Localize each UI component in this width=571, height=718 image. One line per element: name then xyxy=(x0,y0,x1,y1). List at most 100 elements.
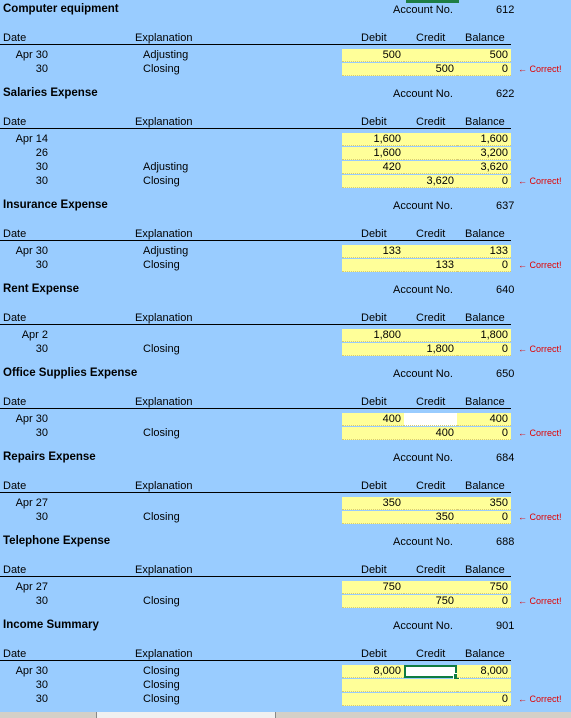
column-header-balance: Balance xyxy=(465,396,505,408)
ledger-computer-equipment: Computer equipment Account No. 612 Date Expl… xyxy=(0,3,571,88)
balance-input[interactable]: 0 xyxy=(457,343,511,356)
sheet-tab[interactable] xyxy=(96,712,276,718)
column-header-debit: Debit xyxy=(361,32,387,44)
balance-input[interactable]: 0 xyxy=(457,259,511,272)
balance-input[interactable]: 500 xyxy=(457,49,511,62)
credit-input[interactable] xyxy=(404,49,457,62)
entry-date: Apr 30 xyxy=(15,413,48,425)
credit-input[interactable] xyxy=(404,413,457,426)
credit-input[interactable]: 500 xyxy=(404,63,457,76)
column-header-credit: Credit xyxy=(416,312,446,324)
balance-input[interactable]: 3,620 xyxy=(457,161,511,174)
debit-input[interactable] xyxy=(342,679,404,692)
credit-input[interactable] xyxy=(404,581,457,594)
account-no-label: Account No. xyxy=(393,620,453,632)
credit-input[interactable] xyxy=(404,665,460,680)
account-no-label: Account No. xyxy=(393,452,453,464)
header-rule xyxy=(0,324,511,325)
credit-input[interactable] xyxy=(404,329,457,342)
balance-input[interactable] xyxy=(457,679,511,692)
ledger-row: Apr 2 1,800 1,800 xyxy=(0,329,571,343)
debit-input[interactable]: 420 xyxy=(342,161,404,174)
credit-input[interactable]: 750 xyxy=(404,595,457,608)
credit-input[interactable] xyxy=(404,133,457,146)
debit-input[interactable]: 133 xyxy=(342,245,404,258)
ledger-row: 30 Closing 750 0 ← Correct! xyxy=(0,595,571,609)
debit-input[interactable]: 1,600 xyxy=(342,133,404,146)
ledger-row: Apr 14 1,600 1,600 xyxy=(0,133,571,147)
debit-input[interactable]: 400 xyxy=(342,413,404,426)
ledger-row: Apr 27 750 750 xyxy=(0,581,571,595)
credit-input[interactable]: 1,800 xyxy=(404,343,457,356)
balance-input[interactable]: 400 xyxy=(457,413,511,426)
ledger-office-supplies-expense: Office Supplies Expense Account No. 650 Dat… xyxy=(0,367,571,452)
debit-input[interactable] xyxy=(342,63,404,76)
balance-input[interactable]: 0 xyxy=(457,511,511,524)
ledger-telephone-expense: Telephone Expense Account No. 688 Date Expla… xyxy=(0,535,571,620)
column-header-explanation: Explanation xyxy=(135,648,193,660)
account-number: 622 xyxy=(496,88,515,100)
balance-input[interactable]: 8,000 xyxy=(457,665,511,678)
column-header-credit: Credit xyxy=(416,396,446,408)
debit-input[interactable]: 500 xyxy=(342,49,404,62)
balance-input[interactable]: 133 xyxy=(457,245,511,258)
debit-input[interactable]: 1,600 xyxy=(342,147,404,160)
entry-explanation: Adjusting xyxy=(143,161,189,173)
balance-input[interactable]: 0 xyxy=(457,175,511,188)
account-number: 901 xyxy=(496,620,515,632)
column-header-date: Date xyxy=(3,32,27,44)
debit-input[interactable]: 350 xyxy=(342,497,404,510)
debit-input[interactable]: 750 xyxy=(342,581,404,594)
correct-indicator: ← Correct! xyxy=(518,64,562,74)
entry-date: 30 xyxy=(35,511,48,523)
column-header-explanation: Explanation xyxy=(135,480,193,492)
credit-input[interactable] xyxy=(404,679,457,692)
credit-input[interactable] xyxy=(404,147,457,160)
debit-input[interactable] xyxy=(342,693,404,706)
balance-input[interactable]: 0 xyxy=(457,63,511,76)
ledger-income-summary: Income Summary Account No. 901 Date Explanat… xyxy=(0,619,571,706)
correct-indicator: ← Correct! xyxy=(518,512,562,522)
debit-input[interactable]: 1,800 xyxy=(342,329,404,342)
credit-input[interactable]: 133 xyxy=(404,259,457,272)
credit-input[interactable] xyxy=(404,497,457,510)
credit-input[interactable]: 350 xyxy=(404,511,457,524)
entry-explanation: Closing xyxy=(143,427,180,439)
balance-input[interactable]: 1,600 xyxy=(457,133,511,146)
balance-input[interactable]: 0 xyxy=(457,595,511,608)
balance-input[interactable]: 1,800 xyxy=(457,329,511,342)
ledger-row: 30 Closing xyxy=(0,679,571,693)
debit-input[interactable]: 8,000 xyxy=(342,665,404,678)
header-rule xyxy=(0,128,511,129)
debit-input[interactable] xyxy=(342,175,404,188)
credit-input[interactable] xyxy=(404,161,457,174)
column-header-balance: Balance xyxy=(465,312,505,324)
entry-explanation: Closing xyxy=(143,175,180,187)
debit-input[interactable] xyxy=(342,259,404,272)
header-rule xyxy=(0,660,511,661)
debit-input[interactable] xyxy=(342,511,404,524)
debit-input[interactable] xyxy=(342,343,404,356)
entry-date: 30 xyxy=(35,343,48,355)
column-header-date: Date xyxy=(3,564,27,576)
column-header-explanation: Explanation xyxy=(135,564,193,576)
ledger-title: Telephone Expense xyxy=(3,535,111,547)
debit-input[interactable] xyxy=(342,427,404,440)
entry-explanation: Adjusting xyxy=(143,245,189,257)
credit-input[interactable] xyxy=(404,693,457,706)
account-no-label: Account No. xyxy=(393,536,453,548)
column-header-debit: Debit xyxy=(361,396,387,408)
column-header-credit: Credit xyxy=(416,228,446,240)
balance-input[interactable]: 750 xyxy=(457,581,511,594)
entry-date: Apr 30 xyxy=(15,665,48,677)
credit-input[interactable] xyxy=(404,245,457,258)
column-header-date: Date xyxy=(3,480,27,492)
balance-input[interactable]: 0 xyxy=(457,693,511,706)
balance-input[interactable]: 3,200 xyxy=(457,147,511,160)
balance-input[interactable]: 0 xyxy=(457,427,511,440)
credit-input[interactable]: 400 xyxy=(404,427,457,440)
header-rule xyxy=(0,408,511,409)
balance-input[interactable]: 350 xyxy=(457,497,511,510)
debit-input[interactable] xyxy=(342,595,404,608)
credit-input[interactable]: 3,620 xyxy=(404,175,457,188)
